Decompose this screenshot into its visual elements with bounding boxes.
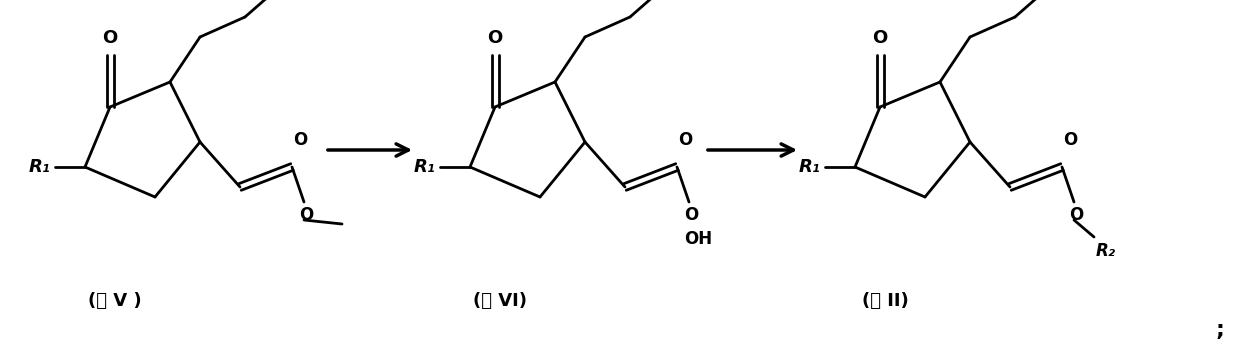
Text: O: O [678,131,692,149]
Text: (式 II): (式 II) [862,292,909,310]
Text: R₂: R₂ [1096,242,1116,260]
Text: R₁: R₁ [413,158,435,176]
Text: (式 V ): (式 V ) [88,292,141,310]
Text: O: O [1063,131,1078,149]
Text: ;: ; [1215,320,1224,340]
Text: O: O [1069,206,1083,224]
Text: O: O [487,29,502,47]
Text: O: O [873,29,888,47]
Text: R₁: R₁ [29,158,50,176]
Text: O: O [684,206,698,224]
Text: OH: OH [684,230,712,248]
Text: O: O [103,29,118,47]
Text: O: O [293,131,308,149]
Text: (式 VI): (式 VI) [472,292,527,310]
Text: O: O [299,206,314,224]
Text: R₁: R₁ [799,158,820,176]
